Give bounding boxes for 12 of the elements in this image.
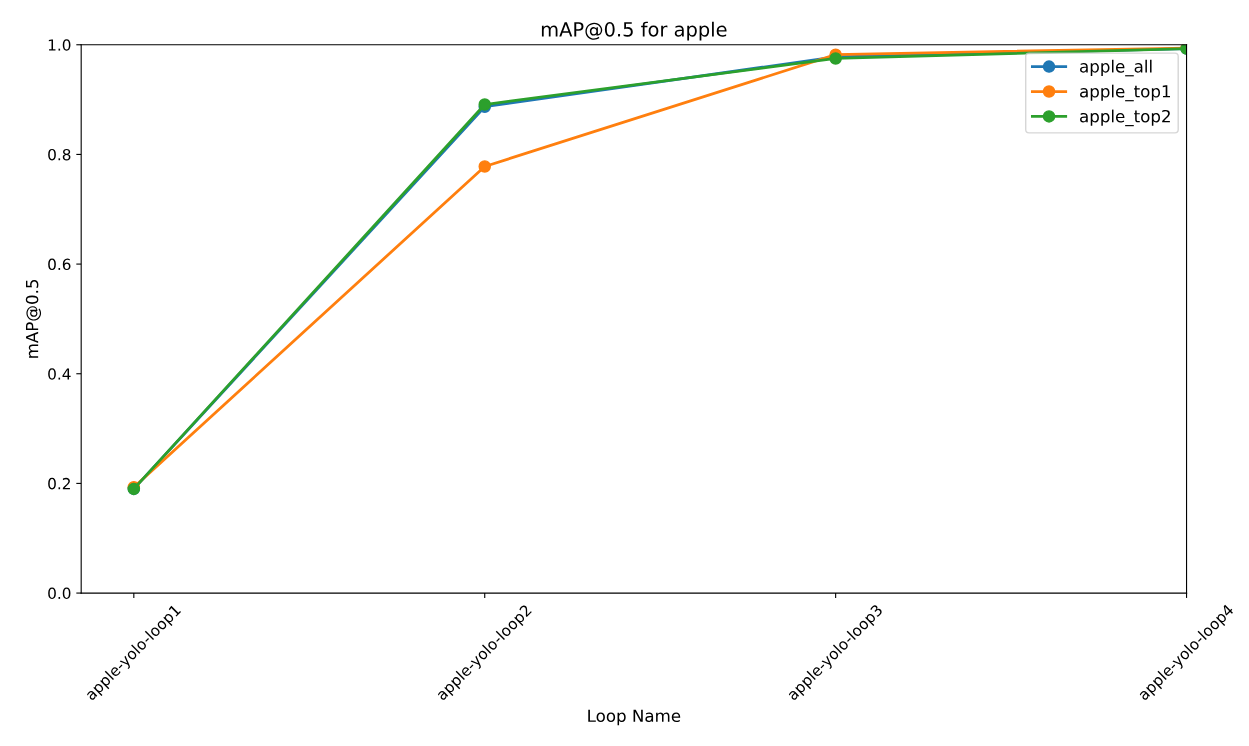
legend-label: apple_top2 xyxy=(1080,109,1170,127)
y-tick-label: 0.2 xyxy=(48,477,70,490)
x-axis-title: Loop Name xyxy=(588,709,681,726)
chart-title: mAP@0.5 for apple xyxy=(541,21,727,41)
legend-label: apple_top1 xyxy=(1080,84,1171,102)
y-tick-label: 1.0 xyxy=(48,39,71,51)
y-tick-label: 0.4 xyxy=(48,368,71,380)
y-axis-title: mAP@0.5 xyxy=(25,279,42,358)
y-tick-label: 0.8 xyxy=(48,148,71,161)
legend-label: apple_all xyxy=(1080,59,1152,77)
y-tick-label: 0.0 xyxy=(48,587,71,600)
y-tick-label: 0.6 xyxy=(48,258,71,271)
